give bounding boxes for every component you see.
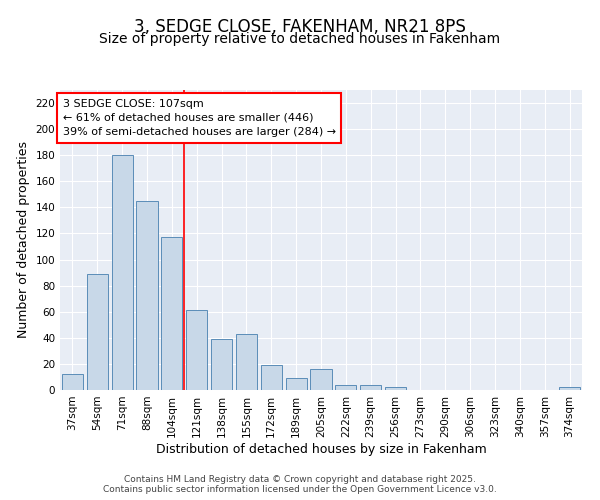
Bar [112, 155, 133, 390]
Bar [62, 374, 83, 390]
Text: Size of property relative to detached houses in Fakenham: Size of property relative to detached ho… [100, 32, 500, 46]
Bar [286, 378, 307, 390]
Y-axis label: Number of detached properties: Number of detached properties [17, 142, 30, 338]
Bar [87, 274, 108, 390]
Bar [559, 388, 580, 390]
Bar [360, 385, 381, 390]
Bar [186, 310, 207, 390]
Bar [385, 388, 406, 390]
X-axis label: Distribution of detached houses by size in Fakenham: Distribution of detached houses by size … [155, 442, 487, 456]
Bar [236, 334, 257, 390]
Text: Contains HM Land Registry data © Crown copyright and database right 2025.
Contai: Contains HM Land Registry data © Crown c… [103, 474, 497, 494]
Text: 3, SEDGE CLOSE, FAKENHAM, NR21 8PS: 3, SEDGE CLOSE, FAKENHAM, NR21 8PS [134, 18, 466, 36]
Text: 3 SEDGE CLOSE: 107sqm
← 61% of detached houses are smaller (446)
39% of semi-det: 3 SEDGE CLOSE: 107sqm ← 61% of detached … [62, 99, 336, 137]
Bar [310, 369, 332, 390]
Bar [136, 201, 158, 390]
Bar [261, 365, 282, 390]
Bar [211, 339, 232, 390]
Bar [161, 238, 182, 390]
Bar [335, 385, 356, 390]
